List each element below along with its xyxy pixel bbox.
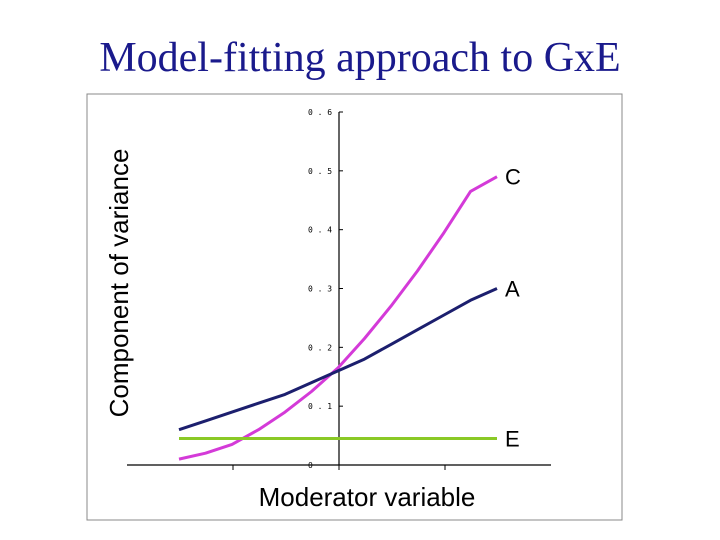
y-tick-label: 0: [308, 461, 313, 470]
series-label-c: C: [505, 165, 521, 190]
series-lines: [178, 175, 498, 461]
y-tick-label: 0 . 3: [308, 285, 332, 294]
y-axis-title: Component of variance: [104, 149, 134, 418]
y-tick-label: 0 . 5: [308, 167, 332, 176]
chart-frame: [86, 93, 623, 521]
y-axis-ticks: 0 0 . 1 0 . 2 0 . 3 0 . 4 0 . 5 0 . 6: [308, 108, 343, 470]
y-tick-label: 0 . 4: [308, 226, 332, 235]
series-label-a: A: [505, 277, 520, 302]
y-tick-label: 0 . 6: [308, 108, 332, 117]
x-axis-ticks: [232, 465, 446, 470]
series-line-a: [178, 287, 498, 432]
slide-title: Model-fitting approach to GxE: [99, 35, 621, 81]
series-line-c: [178, 175, 498, 461]
y-tick-label: 0 . 1: [308, 402, 332, 411]
x-axis-title: Moderator variable: [259, 482, 476, 512]
y-tick-label: 0 . 2: [308, 343, 332, 352]
series-label-e: E: [505, 427, 520, 452]
series-labels: C A E: [505, 165, 521, 452]
